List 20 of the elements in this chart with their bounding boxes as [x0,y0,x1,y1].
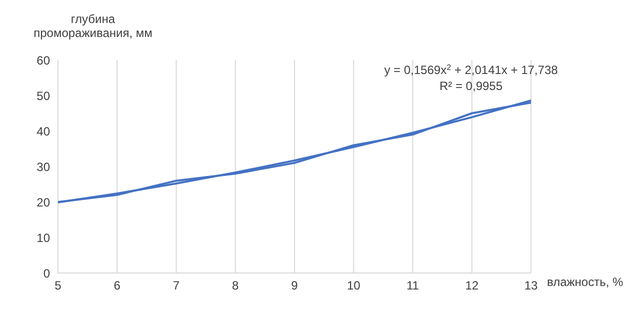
x-axis-title: влажность, % [547,275,624,289]
annotation: y = 0,1569x$^{2}$ + 2,0141x + 17,738 [384,62,558,77]
y-tick-label: 30 [36,160,50,174]
x-tick-label: 8 [232,278,240,293]
y-tick-label: 10 [36,230,50,245]
y-axis-title: глубина промораживания, мм [32,12,154,40]
x-tick-label: 9 [291,278,298,293]
x-tick-label: 11 [406,278,420,293]
y-tick-label: 60 [36,53,50,68]
x-tick-label: 12 [465,278,479,293]
y-tick-label: 20 [36,195,50,210]
x-tick-label: 5 [54,278,62,293]
x-tick-label: 10 [346,278,361,293]
y-tick-label: 0 [43,266,50,280]
y-tick-label: 40 [36,124,50,138]
x-tick-label: 13 [524,278,538,293]
y-tick-label: 50 [36,88,50,103]
x-tick-label: 6 [114,278,121,293]
x-tick-label: 7 [172,278,180,293]
annotation: R² = 0,9955 [439,79,503,93]
